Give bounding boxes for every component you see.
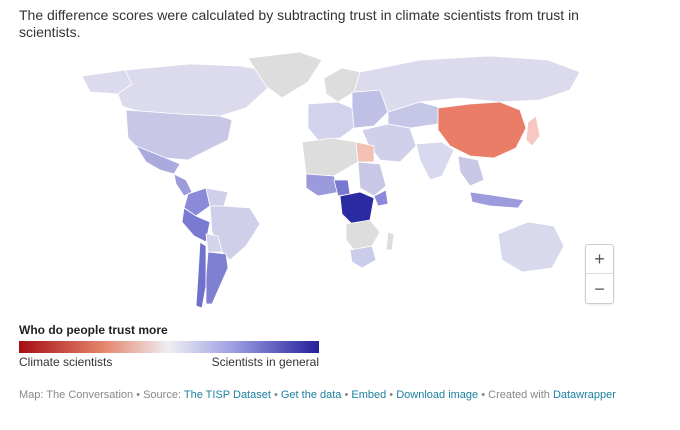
embed-link[interactable]: Embed [351,389,387,401]
region-north-africa[interactable] [301,137,359,177]
legend-title: Who do people trust more [19,323,168,337]
region-russia[interactable] [353,55,581,113]
zoom-control: + − [585,244,614,304]
footer-separator: • [341,389,352,401]
datawrapper-link[interactable]: Datawrapper [552,389,616,401]
region-india[interactable] [415,141,455,181]
region-argentina[interactable] [205,251,229,305]
region-canada[interactable] [117,63,276,117]
legend-color-scale [19,341,319,353]
region-venezuela[interactable] [205,187,229,207]
source-link[interactable]: The TISP Dataset [183,389,271,401]
footer: Map: The Conversation • Source: The TISP… [19,389,616,401]
region-australia[interactable] [497,221,565,273]
footer-created-with: • Created with [478,389,553,401]
region-southern-africa[interactable] [345,219,381,251]
region-kenya[interactable] [373,189,389,207]
region-bolivia[interactable] [205,233,223,253]
region-egypt[interactable] [355,141,375,163]
region-southeast-asia[interactable] [457,155,485,187]
region-colombia[interactable] [183,187,211,217]
intro-text: The difference scores were calculated by… [19,7,579,40]
region-west-africa[interactable] [305,173,341,197]
world-map[interactable] [70,46,590,316]
get-data-link[interactable]: Get the data [280,389,342,401]
region-japan[interactable] [525,115,541,147]
legend-right-label: Scientists in general [211,355,319,369]
region-dr-congo[interactable] [339,191,375,225]
region-western-europe[interactable] [307,101,355,141]
region-south-africa[interactable] [349,245,377,269]
region-china[interactable] [437,101,527,159]
zoom-out-button[interactable]: − [594,278,605,299]
region-nigeria[interactable] [333,179,351,197]
region-greenland[interactable] [247,51,323,99]
region-indonesia[interactable] [469,191,525,209]
region-peru[interactable] [181,207,211,243]
region-central-america[interactable] [173,173,193,197]
download-image-link[interactable]: Download image [396,389,479,401]
footer-separator: • [270,389,281,401]
region-east-africa[interactable] [357,161,387,197]
footer-credit: Map: The Conversation • Source: [19,389,184,401]
region-chile[interactable] [195,241,207,309]
region-madagascar[interactable] [385,231,395,251]
legend-left-label: Climate scientists [19,355,113,369]
zoom-in-button[interactable]: + [586,245,613,274]
footer-separator: • [386,389,397,401]
